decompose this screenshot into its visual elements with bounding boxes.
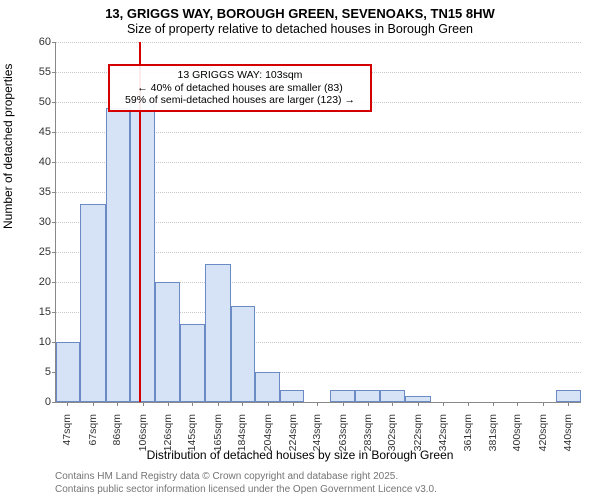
annotation-box: 13 GRIGGS WAY: 103sqm ← 40% of detached …	[108, 64, 372, 112]
y-tick-mark	[52, 132, 56, 133]
y-tick-label: 45	[26, 126, 51, 138]
x-tick-mark	[192, 402, 193, 406]
x-tick-mark	[218, 402, 219, 406]
plot-area: 05101520253035404550556047sqm67sqm86sqm1…	[55, 42, 581, 403]
x-tick-mark	[268, 402, 269, 406]
y-tick-label: 5	[26, 366, 51, 378]
footer-attribution-2: Contains public sector information licen…	[55, 484, 437, 495]
y-tick-label: 15	[26, 306, 51, 318]
y-tick-label: 10	[26, 336, 51, 348]
histogram-bar	[155, 282, 179, 402]
histogram-bar	[106, 108, 130, 402]
x-tick-mark	[168, 402, 169, 406]
x-tick-mark	[143, 402, 144, 406]
histogram-bar	[556, 390, 581, 402]
y-tick-mark	[52, 402, 56, 403]
y-tick-label: 55	[26, 66, 51, 78]
y-tick-mark	[52, 252, 56, 253]
annotation-line3: 59% of semi-detached houses are larger (…	[115, 94, 365, 107]
x-tick-mark	[493, 402, 494, 406]
x-tick-mark	[418, 402, 419, 406]
x-tick-mark	[317, 402, 318, 406]
histogram-bar	[255, 372, 280, 402]
y-tick-mark	[52, 192, 56, 193]
histogram-bar	[231, 306, 255, 402]
x-tick-mark	[517, 402, 518, 406]
x-tick-mark	[568, 402, 569, 406]
footer-attribution-1: Contains HM Land Registry data © Crown c…	[55, 471, 398, 482]
histogram-bar	[130, 102, 155, 402]
histogram-bar	[56, 342, 80, 402]
histogram-bar	[80, 204, 105, 402]
histogram-bar	[405, 396, 430, 402]
y-tick-mark	[52, 162, 56, 163]
histogram-bar	[355, 390, 379, 402]
y-tick-label: 30	[26, 216, 51, 228]
histogram-bar	[330, 390, 355, 402]
x-axis-label: Distribution of detached houses by size …	[0, 448, 600, 462]
y-tick-label: 0	[26, 396, 51, 408]
x-tick-mark	[368, 402, 369, 406]
y-tick-mark	[52, 222, 56, 223]
grid-line	[56, 42, 581, 43]
x-tick-mark	[293, 402, 294, 406]
y-tick-label: 50	[26, 96, 51, 108]
y-tick-mark	[52, 72, 56, 73]
y-tick-mark	[52, 102, 56, 103]
y-tick-mark	[52, 282, 56, 283]
histogram-bar	[380, 390, 405, 402]
x-tick-mark	[67, 402, 68, 406]
y-tick-label: 40	[26, 156, 51, 168]
y-tick-label: 60	[26, 36, 51, 48]
y-tick-mark	[52, 312, 56, 313]
x-tick-mark	[117, 402, 118, 406]
x-tick-mark	[392, 402, 393, 406]
histogram-bar	[205, 264, 230, 402]
x-tick-mark	[93, 402, 94, 406]
histogram-bar	[280, 390, 304, 402]
y-axis-label: Number of detached properties	[1, 64, 15, 229]
chart-container: 13, GRIGGS WAY, BOROUGH GREEN, SEVENOAKS…	[0, 0, 600, 500]
chart-title-line2: Size of property relative to detached ho…	[0, 22, 600, 36]
x-tick-mark	[443, 402, 444, 406]
annotation-line2: ← 40% of detached houses are smaller (83…	[115, 82, 365, 95]
histogram-bar	[180, 324, 205, 402]
x-tick-mark	[543, 402, 544, 406]
y-tick-label: 25	[26, 246, 51, 258]
chart-title-line1: 13, GRIGGS WAY, BOROUGH GREEN, SEVENOAKS…	[0, 6, 600, 21]
annotation-line1: 13 GRIGGS WAY: 103sqm	[115, 69, 365, 82]
x-tick-mark	[242, 402, 243, 406]
x-tick-mark	[468, 402, 469, 406]
y-tick-label: 35	[26, 186, 51, 198]
x-tick-mark	[343, 402, 344, 406]
y-tick-label: 20	[26, 276, 51, 288]
y-tick-mark	[52, 42, 56, 43]
